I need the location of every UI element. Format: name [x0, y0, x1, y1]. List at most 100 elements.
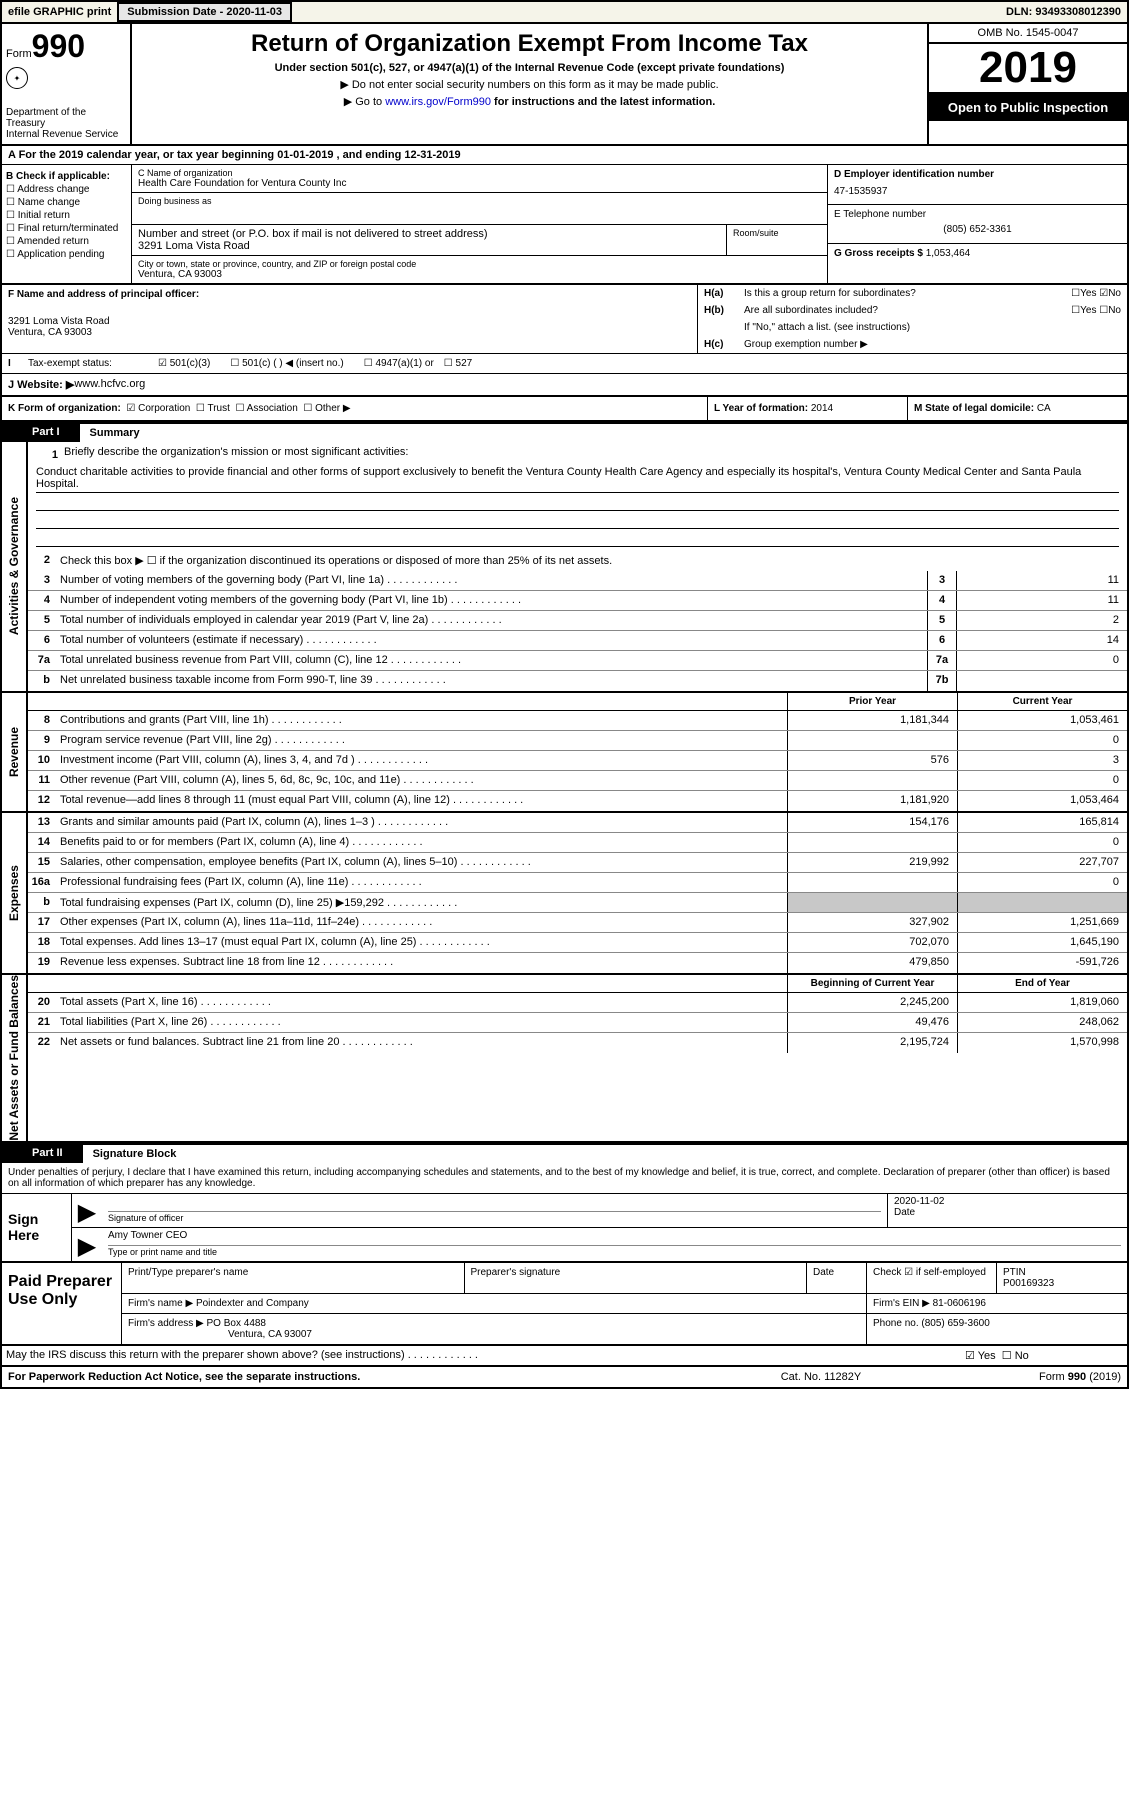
arrow-icon: ▶	[72, 1194, 102, 1227]
chk-amended-return[interactable]: Amended return	[6, 236, 127, 247]
line-text: Total revenue—add lines 8 through 11 (mu…	[56, 791, 787, 811]
ein-label: D Employer identification number	[834, 169, 994, 180]
prior-value: 1,181,344	[787, 711, 957, 730]
current-value: 227,707	[957, 853, 1127, 872]
chk-application-pending[interactable]: Application pending	[6, 249, 127, 260]
irs-link[interactable]: www.irs.gov/Form990	[385, 96, 491, 108]
current-value: 0	[957, 771, 1127, 790]
line2-text: Check this box ▶ ☐ if the organization d…	[56, 551, 1127, 571]
line-text: Salaries, other compensation, employee b…	[56, 853, 787, 872]
pt-sig-label: Preparer's signature	[465, 1263, 808, 1293]
cat-no: Cat. No. 11282Y	[721, 1371, 921, 1383]
chk-initial-return[interactable]: Initial return	[6, 210, 127, 221]
prior-value	[787, 731, 957, 750]
phone-label: E Telephone number	[834, 209, 1121, 220]
org-name-label: C Name of organization	[138, 168, 821, 178]
arrow-icon: ▶	[72, 1228, 102, 1261]
line-value: 11	[957, 591, 1127, 610]
line-text: Total expenses. Add lines 13–17 (must eq…	[56, 933, 787, 952]
current-value: 0	[957, 833, 1127, 852]
sig-date-value: 2020-11-02	[894, 1196, 1121, 1207]
current-value: 1,053,461	[957, 711, 1127, 730]
dln: DLN: 93493308012390	[1000, 6, 1127, 18]
vtab-governance: Activities & Governance	[2, 442, 28, 691]
line-text: Total number of individuals employed in …	[56, 611, 927, 630]
hb-text: Are all subordinates included?	[744, 305, 1011, 316]
col-current-year: Current Year	[957, 693, 1127, 710]
4947-check: ☐ 4947(a)(1) or	[364, 358, 434, 369]
efile-label: efile GRAPHIC print	[2, 6, 117, 18]
sig-officer-label: Signature of officer	[108, 1212, 881, 1223]
current-value: 1,645,190	[957, 933, 1127, 952]
firm-name: Firm's name ▶ Poindexter and Company	[122, 1294, 867, 1313]
paid-preparer-label: Paid Preparer Use Only	[2, 1263, 122, 1344]
discuss-answer: ☑ Yes ☐ No	[957, 1346, 1127, 1365]
chk-name-change[interactable]: Name change	[6, 197, 127, 208]
year-formation: L Year of formation: 2014	[707, 397, 907, 420]
prior-value: 2,195,724	[787, 1033, 957, 1053]
submission-date-btn[interactable]: Submission Date - 2020-11-03	[117, 2, 292, 22]
line-value: 2	[957, 611, 1127, 630]
prior-value	[787, 833, 957, 852]
sign-here-label: Sign Here	[2, 1194, 72, 1261]
omb-number: OMB No. 1545-0047	[929, 24, 1127, 44]
top-bar: efile GRAPHIC print Submission Date - 20…	[0, 0, 1129, 24]
room-suite-label: Room/suite	[727, 225, 827, 255]
col-end-year: End of Year	[957, 975, 1127, 992]
perjury-declaration: Under penalties of perjury, I declare th…	[2, 1163, 1127, 1194]
line-text: Professional fundraising fees (Part IX, …	[56, 873, 787, 892]
line-value	[957, 671, 1127, 691]
row-k-form-org: K Form of organization: ☑ Corporation ☐ …	[2, 397, 707, 420]
sig-date-label: Date	[894, 1207, 1121, 1218]
officer-addr2: Ventura, CA 93003	[8, 327, 691, 338]
line-text: Total assets (Part X, line 16)	[56, 993, 787, 1012]
gross-receipts: G Gross receipts $ 1,053,464	[828, 244, 1127, 283]
ein-value: 47-1535937	[834, 186, 1121, 197]
501c3-check: ☑ 501(c)(3)	[158, 358, 210, 369]
hb-answer: ☐Yes ☐No	[1011, 305, 1121, 316]
prior-value: 576	[787, 751, 957, 770]
prior-value: 49,476	[787, 1013, 957, 1032]
part2-header: Part II Signature Block	[2, 1143, 1127, 1163]
hb-note: If "No," attach a list. (see instruction…	[744, 322, 1121, 333]
line-value: 11	[957, 571, 1127, 590]
current-value: 1,251,669	[957, 913, 1127, 932]
line-text: Investment income (Part VIII, column (A)…	[56, 751, 787, 770]
officer-name-label: Type or print name and title	[108, 1246, 1121, 1257]
mission-text: Conduct charitable activities to provide…	[36, 464, 1119, 493]
line-text: Contributions and grants (Part VIII, lin…	[56, 711, 787, 730]
phone-value: (805) 652-3361	[834, 224, 1121, 235]
chk-address-change[interactable]: Address change	[6, 184, 127, 195]
current-value: 0	[957, 731, 1127, 750]
pt-name-label: Print/Type preparer's name	[122, 1263, 465, 1293]
line-text: Revenue less expenses. Subtract line 18 …	[56, 953, 787, 973]
line-text: Total fundraising expenses (Part IX, col…	[56, 893, 787, 912]
line-text: Total liabilities (Part X, line 26)	[56, 1013, 787, 1032]
dba-label: Doing business as	[138, 196, 821, 206]
527-check: ☐ 527	[444, 358, 472, 369]
line-text: Total number of volunteers (estimate if …	[56, 631, 927, 650]
pra-notice: For Paperwork Reduction Act Notice, see …	[8, 1371, 721, 1383]
vtab-expenses: Expenses	[2, 813, 28, 973]
org-name: Health Care Foundation for Ventura Count…	[138, 178, 821, 189]
line-text: Net assets or fund balances. Subtract li…	[56, 1033, 787, 1053]
prior-value: 219,992	[787, 853, 957, 872]
prior-value	[787, 873, 957, 892]
line-value: 0	[957, 651, 1127, 670]
chk-final-return[interactable]: Final return/terminated	[6, 223, 127, 234]
form-number: Form990	[6, 28, 126, 65]
part1-header: Part I Summary	[2, 422, 1127, 442]
line-text: Other revenue (Part VIII, column (A), li…	[56, 771, 787, 790]
line-text: Total unrelated business revenue from Pa…	[56, 651, 927, 670]
street-label: Number and street (or P.O. box if mail i…	[138, 228, 720, 240]
firm-phone: Phone no. (805) 659-3600	[867, 1314, 1127, 1344]
line-text: Number of independent voting members of …	[56, 591, 927, 610]
tax-year: 2019	[929, 44, 1127, 94]
firm-address: Firm's address ▶ PO Box 4488 Ventura, CA…	[122, 1314, 867, 1344]
dept-treasury: Department of the Treasury Internal Reve…	[6, 107, 126, 140]
officer-label: F Name and address of principal officer:	[8, 289, 199, 300]
ha-answer: ☐Yes ☑No	[1011, 288, 1121, 299]
current-value: 0	[957, 873, 1127, 892]
prior-value: 2,245,200	[787, 993, 957, 1012]
current-value: 1,053,464	[957, 791, 1127, 811]
